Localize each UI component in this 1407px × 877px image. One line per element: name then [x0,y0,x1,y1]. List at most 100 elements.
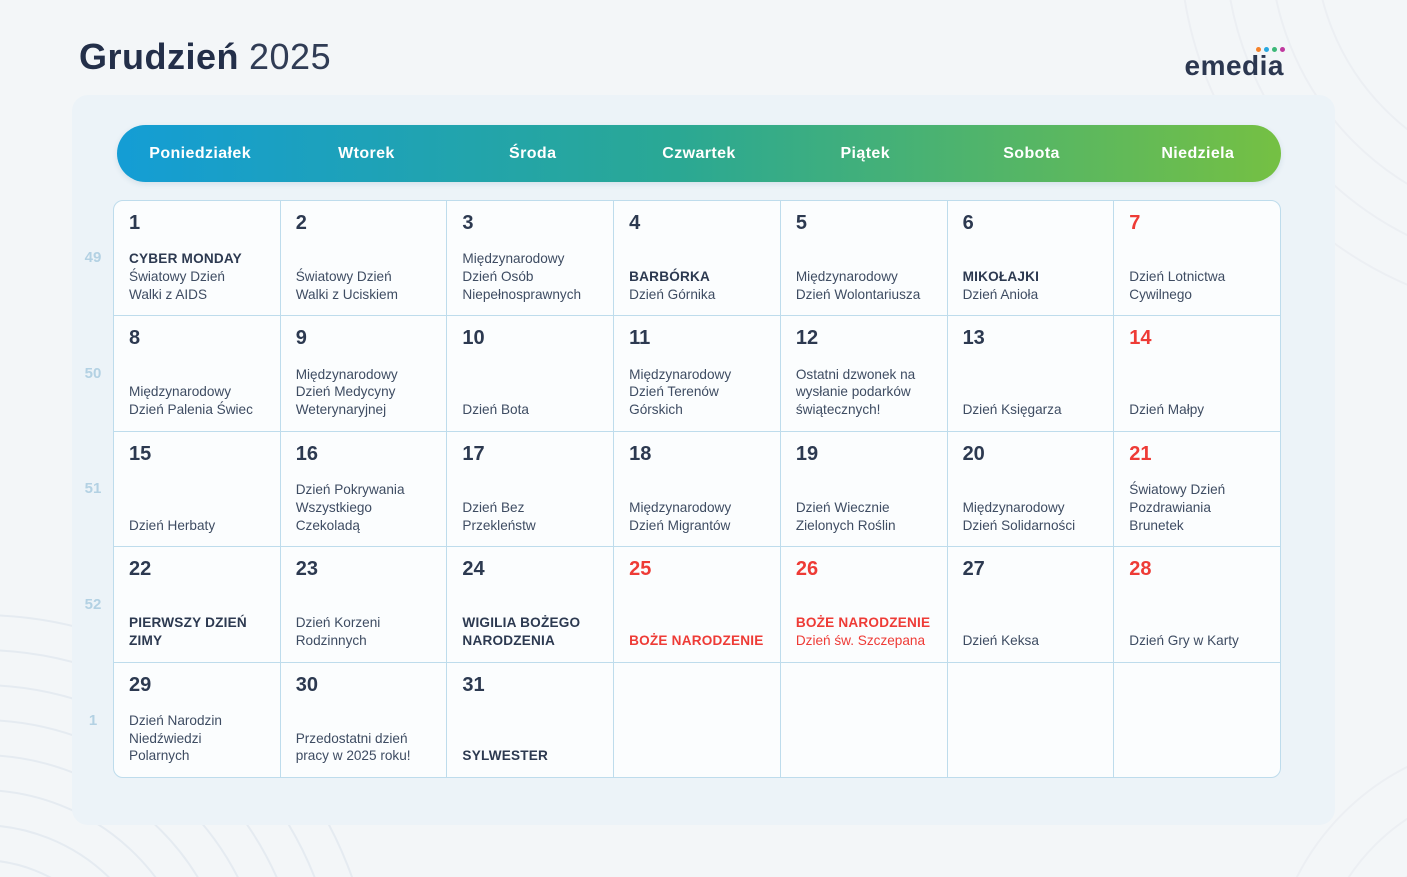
day-cell-empty [614,662,780,777]
logo-dot [1272,47,1277,52]
day-cell[interactable]: 27 Dzień Keksa [947,547,1114,662]
day-cell[interactable]: 19 Dzień Wiecznie Zielonych Roślin [780,431,947,547]
emedia-logo: emedia [1184,47,1285,82]
day-number: 12 [795,327,819,350]
day-number: 11 [629,327,651,350]
week-numbers-column: 49 50 51 52 1 [74,200,112,778]
day-number: 21 [1129,442,1152,465]
day-cell[interactable]: 14 Dzień Małpy [1114,316,1280,431]
holiday-name: Dzień Górnika [629,286,716,302]
week-number: 52 [84,596,102,614]
holiday-name: Dzień Narodzin Niedźwiedzi Polarnych [129,712,222,764]
day-entries: Światowy Dzień Walki z Uciskiem [296,268,433,303]
day-entries: Dzień Keksa [963,632,1100,650]
day-cell[interactable]: 9 Międzynarodowy Dzień Medycyny Weterynar… [280,316,447,431]
day-cell[interactable]: 31 SYLWESTER [447,662,614,777]
day-cell-empty [947,662,1114,777]
holiday-name: Dzień Gry w Karty [1129,632,1239,648]
day-cell[interactable]: 4 BARBÓRKA Dzień Górnika [614,201,780,316]
day-cell[interactable]: 11 Międzynarodowy Dzień Terenów Górskich [614,316,780,431]
logo-dot [1264,47,1269,52]
day-cell[interactable]: 5 Międzynarodowy Dzień Wolontariusza [780,201,947,316]
holiday-name: Światowy Dzień Pozdrawiania Brunetek [1129,482,1226,533]
day-cell[interactable]: 2 Światowy Dzień Walki z Uciskiem [280,201,447,316]
day-number: 13 [962,327,985,350]
holiday-name: Dzień Keksa [962,632,1039,648]
day-cell[interactable]: 29 Dzień Narodzin Niedźwiedzi Polarnych [114,662,280,777]
day-number: 8 [129,327,141,350]
holiday-name: Światowy Dzień Walki z AIDS [129,269,225,302]
day-cell-empty [1114,662,1280,777]
day-cell[interactable]: 15 Dzień Herbaty [114,431,280,547]
holiday-name: Międzynarodowy Dzień Terenów Górskich [629,366,732,418]
holiday-name-emphasis: WIGILIA BOŻEGO NARODZENIA [462,615,581,648]
holiday-name: Międzynarodowy Dzień Osób Niepełnosprawn… [462,251,582,302]
day-entries: PIERWSZY DZIEŃ ZIMY [129,614,266,649]
holiday-name: Przedostatni dzień pracy w 2025 roku! [295,730,411,764]
day-entries: Międzynarodowy Dzień Terenów Górskich [629,366,766,419]
holiday-name: Dzień Bez Przekleństw [462,499,536,533]
holiday-name: Dzień Korzeni Rodzinnych [295,615,381,648]
holiday-name: Światowy Dzień Walki z Uciskiem [295,269,398,302]
weekday-wednesday: Środa [509,144,557,162]
day-number: 7 [1129,212,1141,234]
calendar-grid: 1 CYBER MONDAY Światowy Dzień Walki z AIDS… [113,200,1281,778]
day-cell[interactable]: 20 Międzynarodowy Dzień Solidarności [947,431,1114,547]
top-bar: Grudzień 2025 emedia [79,36,1328,88]
day-cell[interactable]: 17 Dzień Bez Przekleństw [447,431,614,547]
day-number: 14 [1129,327,1152,350]
month-title: Grudzień [79,36,240,77]
day-cell[interactable]: 25 BOŻE NARODZENIE [614,547,780,662]
holiday-name-emphasis: BOŻE NARODZENIE [795,615,931,631]
day-cell[interactable]: 18 Międzynarodowy Dzień Migrantów [614,431,780,547]
logo-text: emedia [1184,50,1284,81]
weekday-friday: Piątek [840,144,891,162]
holiday-name-emphasis: MIKOŁAJKI [962,269,1040,285]
day-cell[interactable]: 24 WIGILIA BOŻEGO NARODZENIA [447,547,614,662]
day-number: 5 [795,212,807,234]
day-cell[interactable]: 30 Przedostatni dzień pracy w 2025 roku! [280,662,447,777]
day-cell[interactable]: 12 Ostatni dzwonek na wysłanie podarków ś… [780,316,947,431]
holiday-name-emphasis: BARBÓRKA [629,269,711,285]
day-entries: BOŻE NARODZENIE [629,632,766,650]
holiday-name-emphasis: SYLWESTER [462,748,549,764]
day-cell[interactable]: 16 Dzień Pokrywania Wszystkiego Czekoladą [280,431,447,547]
day-entries: CYBER MONDAY Światowy Dzień Walki z AIDS [129,250,266,303]
day-entries: Dzień Pokrywania Wszystkiego Czekoladą [296,481,433,534]
holiday-name: Dzień Herbaty [129,517,216,533]
day-number: 28 [1129,558,1152,581]
page-title: Grudzień 2025 [79,36,331,78]
day-entries: Dzień Korzeni Rodzinnych [296,614,433,649]
holiday-name: Międzynarodowy Dzień Medycyny Weterynary… [295,366,398,418]
day-cell[interactable]: 7 Dzień Lotnictwa Cywilnego [1114,201,1280,316]
day-number: 4 [629,212,641,234]
holiday-name: Dzień Wiecznie Zielonych Roślin [795,499,896,533]
day-entries: Dzień Gry w Karty [1129,632,1266,650]
day-number: 25 [629,558,652,581]
weekday-header: Poniedziałek Wtorek Środa Czwartek Piąte… [117,125,1281,182]
day-entries: SYLWESTER [462,747,599,765]
day-cell[interactable]: 13 Dzień Księgarza [947,316,1114,431]
day-cell[interactable]: 10 Dzień Bota [447,316,614,431]
day-entries: Dzień Księgarza [963,401,1100,419]
day-cell[interactable]: 8 Międzynarodowy Dzień Palenia Świec [114,316,280,431]
day-entries: Dzień Małpy [1129,401,1266,419]
day-number: 1 [129,212,141,234]
holiday-name: Dzień św. Szczepana [795,632,926,648]
day-cell[interactable]: 3 Międzynarodowy Dzień Osób Niepełnospraw… [447,201,614,316]
day-cell[interactable]: 6 MIKOŁAJKI Dzień Anioła [947,201,1114,316]
day-cell[interactable]: 21 Światowy Dzień Pozdrawiania Brunetek [1114,431,1280,547]
day-cell[interactable]: 28 Dzień Gry w Karty [1114,547,1280,662]
day-number: 15 [129,442,152,465]
holiday-name: Międzynarodowy Dzień Solidarności [962,499,1076,533]
day-entries: Międzynarodowy Dzień Migrantów [629,499,766,534]
holiday-name: Międzynarodowy Dzień Wolontariusza [795,269,921,302]
day-cell[interactable]: 26 BOŻE NARODZENIE Dzień św. Szczepana [780,547,947,662]
holiday-name: Dzień Anioła [962,286,1039,302]
day-entries: Dzień Bez Przekleństw [462,499,599,534]
day-entries: Dzień Wiecznie Zielonych Roślin [796,499,933,534]
day-cell[interactable]: 23 Dzień Korzeni Rodzinnych [280,547,447,662]
day-cell[interactable]: 22 PIERWSZY DZIEŃ ZIMY [114,547,280,662]
day-cell[interactable]: 1 CYBER MONDAY Światowy Dzień Walki z AIDS [114,201,280,316]
